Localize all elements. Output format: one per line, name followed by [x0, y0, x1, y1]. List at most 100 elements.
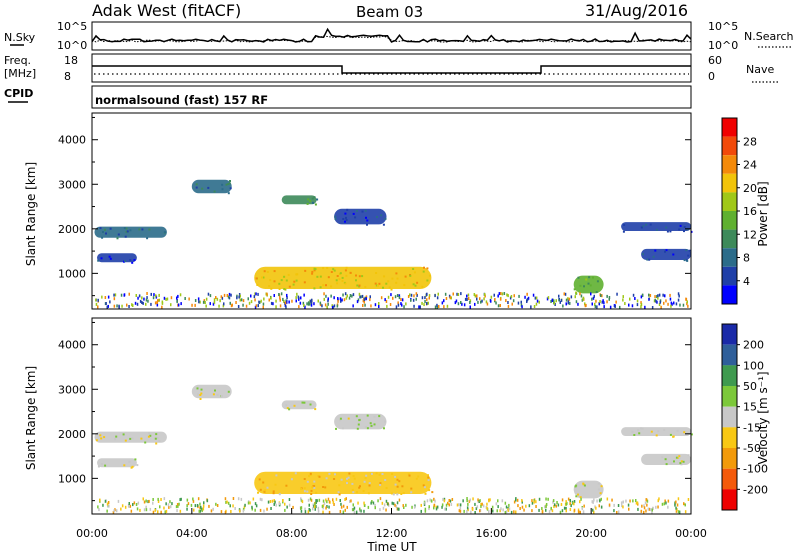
velocity-clutter-pixel [175, 505, 178, 509]
power-echo-pixel [356, 284, 359, 287]
velocity-echo-pixel [342, 427, 344, 430]
velocity-clutter-pixel [200, 505, 202, 509]
power-echo-pixel [345, 266, 348, 269]
power-clutter-pixel [255, 304, 258, 308]
velocity-echo-pixel [378, 473, 381, 476]
velocity-clutter-pixel [470, 510, 472, 514]
velocity-echo-pixel [306, 490, 309, 493]
power-clutter-pixel [384, 298, 386, 302]
power-clutter-pixel [360, 295, 362, 299]
velocity-clutter-pixel [104, 499, 107, 503]
power-clutter-pixel [257, 292, 259, 296]
power-clutter-pixel [428, 296, 430, 300]
power-clutter-pixel [364, 296, 366, 300]
power-echo-pixel [679, 224, 682, 227]
power-clutter-pixel [631, 304, 634, 308]
power-echo-pixel [395, 272, 398, 275]
velocity-clutter-pixel [598, 504, 600, 508]
velocity-clutter-pixel [192, 499, 195, 503]
velocity-clutter-pixel [475, 507, 478, 511]
velocity-echo-pixel [375, 472, 378, 475]
velocity-clutter-pixel [504, 501, 507, 505]
power-clutter-pixel [326, 305, 328, 309]
power-clutter-pixel [282, 297, 284, 301]
power-echo-pixel [195, 186, 198, 189]
velocity-clutter-pixel [424, 501, 426, 505]
power-clutter-pixel [262, 305, 264, 309]
power-clutter-pixel [170, 303, 172, 307]
power-echo-pixel [388, 286, 391, 289]
velocity-echo-pixel [322, 486, 325, 488]
velocity-clutter-pixel [130, 509, 133, 513]
power-echo-pixel [342, 218, 345, 220]
power-colorbar-swatch [722, 118, 737, 137]
velocity-clutter-pixel [486, 502, 488, 506]
cpid-label: CPID [4, 87, 33, 100]
power-echo-pixel [311, 270, 314, 273]
velocity-echo-pixel [328, 472, 331, 475]
velocity-echo-pixel [682, 460, 685, 463]
velocity-clutter-pixel [232, 504, 234, 508]
velocity-clutter-pixel [545, 497, 547, 501]
velocity-echo-pixel [278, 493, 281, 496]
velocity-clutter-pixel [224, 497, 227, 501]
power-clutter-pixel [409, 293, 411, 297]
velocity-echo-pixel [575, 495, 578, 498]
velocity-clutter-pixel [567, 497, 570, 501]
velocity-clutter-pixel [179, 509, 182, 513]
power-clutter-pixel [240, 298, 243, 302]
power-clutter-pixel [356, 300, 359, 304]
velocity-echo-pixel [597, 488, 600, 491]
power-clutter-pixel [288, 300, 290, 304]
power-echo-pixel [108, 255, 111, 258]
velocity-clutter-pixel [497, 505, 499, 509]
velocity-clutter-pixel [215, 502, 217, 506]
freq-strip [91, 53, 692, 83]
power-clutter-pixel [493, 293, 495, 297]
power-clutter-pixel [242, 303, 244, 307]
power-echo-pixel [322, 267, 325, 270]
power-clutter-pixel [342, 293, 344, 297]
velocity-clutter-pixel [145, 499, 147, 503]
power-colorbar-swatch [722, 266, 737, 286]
power-y-axis: 1000 2000 3000 4000 [58, 116, 691, 297]
power-clutter-pixel [333, 304, 336, 308]
power-clutter-pixel [286, 296, 288, 300]
power-clutter-pixel [460, 292, 462, 296]
power-echo-pixel [361, 210, 364, 213]
power-echo-pixel [97, 259, 100, 262]
velocity-echo-pixel [579, 496, 582, 499]
power-echo-pixel [312, 201, 314, 204]
velocity-clutter-pixel [328, 510, 331, 514]
power-clutter-pixel [396, 294, 399, 297]
velocity-colorbar-swatch [722, 386, 737, 407]
velocity-echo-pixel [366, 427, 369, 430]
power-echo-pixel [391, 277, 394, 280]
power-clutter-pixel [298, 297, 300, 301]
velocity-clutter-pixel [186, 498, 189, 502]
power-clutter-pixel [562, 304, 564, 308]
velocity-clutter-pixel [521, 505, 524, 509]
velocity-clutter-pixel [577, 510, 580, 514]
velocity-clutter-pixel [600, 497, 602, 501]
velocity-clutter-pixel [326, 505, 328, 508]
power-clutter-pixel [221, 296, 224, 300]
power-colorbar-tick-label: 16 [743, 205, 757, 218]
velocity-echo-pixel [422, 484, 425, 487]
power-clutter-pixel [126, 303, 128, 307]
velocity-echo-pixel [220, 395, 223, 397]
velocity-clutter-pixel [190, 503, 193, 507]
velocity-echo-pixel [408, 474, 411, 477]
power-clutter-pixel [591, 297, 593, 301]
velocity-echo-pixel [401, 485, 404, 488]
velocity-echo-pixel [410, 491, 413, 494]
velocity-echo-pixel [140, 437, 143, 440]
power-clutter-pixel [598, 302, 601, 306]
power-clutter-pixel [250, 300, 253, 304]
power-clutter-pixel [236, 294, 238, 298]
velocity-echo-pixel [303, 401, 306, 404]
date-title: 31/Aug/2016 [585, 1, 688, 20]
velocity-echo-pixel [392, 493, 395, 496]
power-clutter-pixel [574, 295, 576, 299]
velocity-echo-pixel [390, 492, 393, 495]
